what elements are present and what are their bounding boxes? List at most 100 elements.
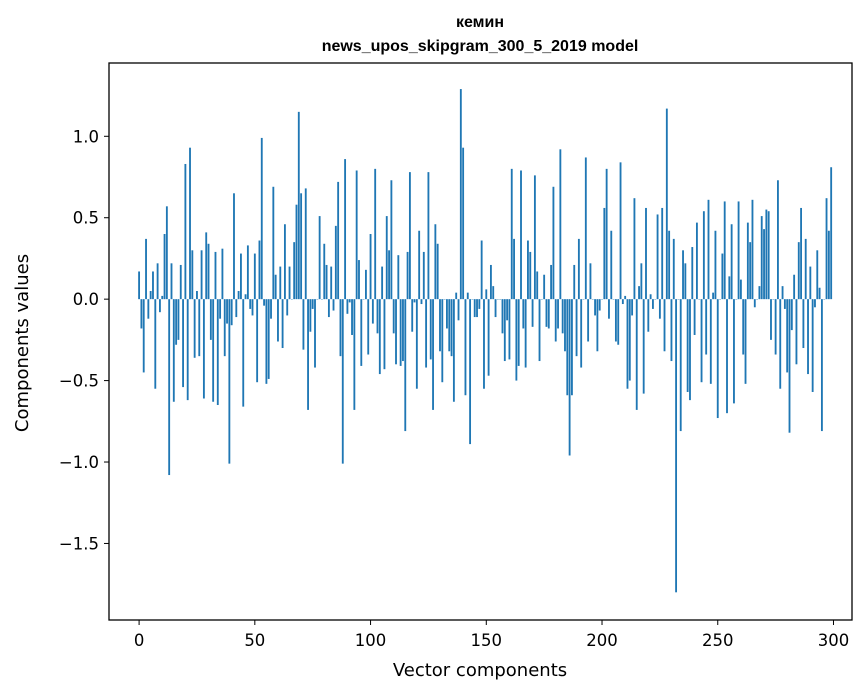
bar <box>489 264 492 300</box>
bar <box>596 299 599 352</box>
bar <box>788 299 791 433</box>
bar <box>337 181 340 300</box>
bar <box>682 250 684 300</box>
bar <box>626 299 629 389</box>
bar <box>557 299 559 329</box>
bar <box>749 242 752 300</box>
bar <box>249 299 252 309</box>
bar <box>825 198 828 300</box>
bar <box>452 299 455 402</box>
bar <box>184 163 187 300</box>
y-tick-label: −1.5 <box>59 534 99 553</box>
bar <box>152 271 154 300</box>
bar <box>198 299 201 357</box>
bar <box>726 299 728 414</box>
bar <box>568 299 571 456</box>
bar <box>427 172 430 300</box>
bar <box>408 172 411 300</box>
bar <box>457 299 460 321</box>
bar <box>598 299 601 311</box>
bar <box>538 299 541 362</box>
bar <box>684 263 687 300</box>
x-tick-label: 100 <box>355 631 387 650</box>
bar <box>420 299 423 305</box>
bar <box>177 299 180 340</box>
bar <box>610 230 613 300</box>
bar <box>760 216 763 300</box>
bar <box>737 201 740 300</box>
bar <box>543 274 546 300</box>
bar <box>469 299 472 445</box>
bar <box>182 299 184 388</box>
bar <box>432 299 434 410</box>
chart-title: кемин <box>456 14 504 31</box>
bar <box>165 206 168 300</box>
bar <box>686 299 689 392</box>
bar <box>670 299 673 362</box>
bar <box>406 251 409 300</box>
bar <box>358 260 360 300</box>
bar <box>383 299 386 370</box>
bar <box>777 180 779 300</box>
y-tick-label: −1.0 <box>59 453 99 472</box>
bar <box>351 299 353 335</box>
bar <box>656 214 659 300</box>
bar <box>515 299 518 381</box>
bar <box>473 299 476 318</box>
bar <box>159 299 161 313</box>
bar <box>154 299 157 389</box>
bar <box>573 264 576 300</box>
bar <box>233 193 235 300</box>
bar <box>253 253 256 300</box>
bar <box>728 276 731 300</box>
bar <box>281 299 284 349</box>
bar <box>733 299 735 404</box>
bar <box>429 299 432 360</box>
bar <box>547 299 550 329</box>
bar <box>802 299 805 349</box>
bar <box>161 295 164 300</box>
bar <box>779 299 782 389</box>
x-tick-label: 150 <box>471 631 503 650</box>
bar <box>520 170 522 300</box>
bar <box>617 299 620 345</box>
bar <box>739 279 742 300</box>
bar <box>811 299 814 392</box>
bar <box>524 299 527 368</box>
x-tick-label: 300 <box>818 631 850 650</box>
bar <box>751 199 754 300</box>
bar <box>501 299 504 334</box>
bar <box>223 299 226 357</box>
bar <box>147 299 150 319</box>
x-axis-label: Vector components <box>393 660 567 681</box>
bar <box>608 299 610 319</box>
bar <box>577 238 580 300</box>
bar <box>140 299 143 329</box>
bar <box>267 299 270 379</box>
bar <box>395 299 397 365</box>
bar <box>545 299 548 327</box>
bar <box>494 299 497 318</box>
bar <box>820 299 823 432</box>
bar <box>323 243 326 300</box>
bar <box>635 299 638 410</box>
x-tick-label: 200 <box>586 631 618 650</box>
bar <box>441 299 444 383</box>
bar <box>455 292 458 300</box>
bar <box>647 299 650 332</box>
bar <box>226 299 228 324</box>
bar <box>422 251 425 300</box>
bar <box>790 299 793 331</box>
bar <box>212 299 215 402</box>
bar <box>263 299 266 306</box>
bar <box>346 299 349 314</box>
bar <box>730 224 733 300</box>
bar <box>800 207 802 300</box>
bar <box>279 266 282 300</box>
bar <box>149 291 152 300</box>
bar <box>462 147 465 300</box>
bar <box>376 299 379 334</box>
bar <box>575 299 578 357</box>
bar <box>746 222 749 300</box>
